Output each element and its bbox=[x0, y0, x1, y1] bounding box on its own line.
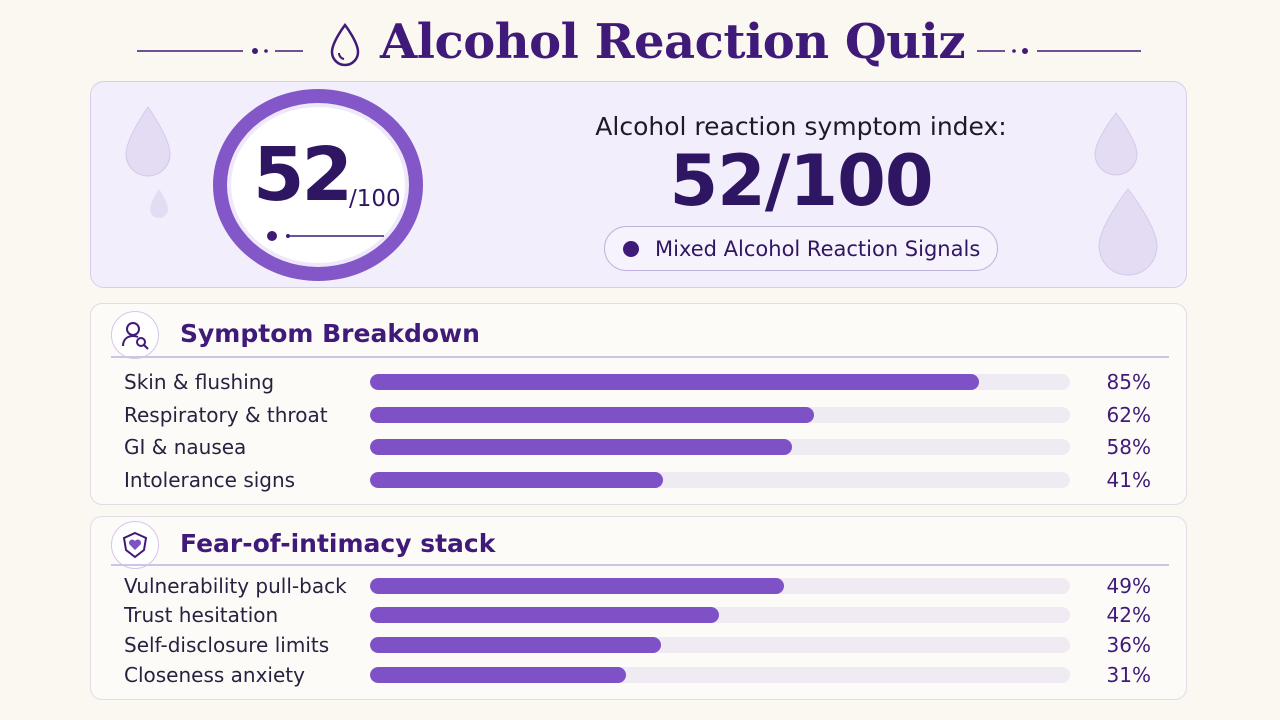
index-label: Alcohol reaction symptom index: bbox=[595, 112, 1007, 141]
intimacy-row: Self-disclosure limits 36% bbox=[91, 633, 1188, 657]
progress-fill bbox=[370, 439, 793, 455]
signal-badge: Mixed Alcohol Reaction Signals bbox=[604, 226, 998, 271]
droplet-decoration bbox=[1094, 112, 1138, 176]
progress-track bbox=[370, 374, 1070, 390]
progress-track bbox=[370, 439, 1070, 455]
progress-fill bbox=[370, 374, 979, 390]
score-ornament bbox=[267, 231, 384, 241]
droplet-decoration bbox=[150, 189, 168, 218]
progress-track bbox=[370, 607, 1070, 623]
row-label: Self-disclosure limits bbox=[124, 633, 330, 657]
symptom-row: GI & nausea 58% bbox=[91, 435, 1188, 459]
signal-dot-icon bbox=[623, 240, 639, 257]
page-title: Alcohol Reaction Quiz bbox=[380, 14, 966, 70]
heart-shield-icon bbox=[111, 521, 159, 569]
score-denominator: /100 bbox=[349, 186, 401, 212]
row-percent: 36% bbox=[1106, 633, 1151, 657]
droplet-icon bbox=[330, 22, 360, 67]
row-label: Trust hesitation bbox=[124, 603, 279, 627]
symptom-breakdown-card: Symptom Breakdown Skin & flushing 85% Re… bbox=[90, 303, 1187, 505]
symptom-row: Respiratory & throat 62% bbox=[91, 403, 1188, 427]
row-label: GI & nausea bbox=[124, 435, 247, 459]
symptom-row: Skin & flushing 85% bbox=[91, 370, 1188, 394]
progress-fill bbox=[370, 607, 720, 623]
symptom-breakdown-title: Symptom Breakdown bbox=[180, 319, 480, 348]
row-percent: 85% bbox=[1106, 370, 1151, 394]
progress-fill bbox=[370, 637, 662, 653]
row-label: Closeness anxiety bbox=[124, 663, 305, 687]
row-label: Intolerance signs bbox=[124, 468, 296, 492]
progress-fill bbox=[370, 407, 814, 423]
progress-fill bbox=[370, 472, 664, 488]
index-value: 52/100 bbox=[669, 140, 933, 222]
title-ornament-left bbox=[137, 48, 303, 54]
row-label: Skin & flushing bbox=[124, 370, 275, 394]
row-percent: 49% bbox=[1106, 574, 1151, 598]
intimacy-stack-card: Fear-of-intimacy stack Vulnerability pul… bbox=[90, 516, 1187, 700]
intimacy-stack-title: Fear-of-intimacy stack bbox=[180, 529, 496, 558]
symptom-row: Intolerance signs 41% bbox=[91, 468, 1188, 492]
signal-text: Mixed Alcohol Reaction Signals bbox=[655, 236, 981, 261]
title-ornament-right bbox=[977, 48, 1141, 54]
row-label: Vulnerability pull-back bbox=[124, 574, 347, 598]
progress-fill bbox=[370, 667, 627, 683]
divider bbox=[111, 356, 1169, 358]
intimacy-row: Vulnerability pull-back 49% bbox=[91, 574, 1188, 598]
row-percent: 58% bbox=[1106, 435, 1151, 459]
divider bbox=[111, 564, 1169, 566]
header: Alcohol Reaction Quiz bbox=[0, 8, 1280, 78]
progress-track bbox=[370, 472, 1070, 488]
progress-track bbox=[370, 667, 1070, 683]
intimacy-row: Trust hesitation 42% bbox=[91, 603, 1188, 627]
row-percent: 41% bbox=[1106, 468, 1151, 492]
intimacy-row: Closeness anxiety 31% bbox=[91, 663, 1188, 687]
progress-track bbox=[370, 407, 1070, 423]
row-percent: 42% bbox=[1106, 603, 1151, 627]
progress-track bbox=[370, 637, 1070, 653]
row-label: Respiratory & throat bbox=[124, 403, 328, 427]
row-percent: 31% bbox=[1106, 663, 1151, 687]
progress-fill bbox=[370, 578, 784, 594]
droplet-decoration bbox=[125, 106, 171, 177]
row-percent: 62% bbox=[1106, 403, 1151, 427]
score-panel: 52 /100 Alcohol reaction symptom index: … bbox=[90, 81, 1187, 288]
score-value: 52 bbox=[253, 132, 353, 218]
droplet-decoration bbox=[1098, 188, 1158, 276]
person-search-icon bbox=[111, 311, 159, 359]
progress-track bbox=[370, 578, 1070, 594]
